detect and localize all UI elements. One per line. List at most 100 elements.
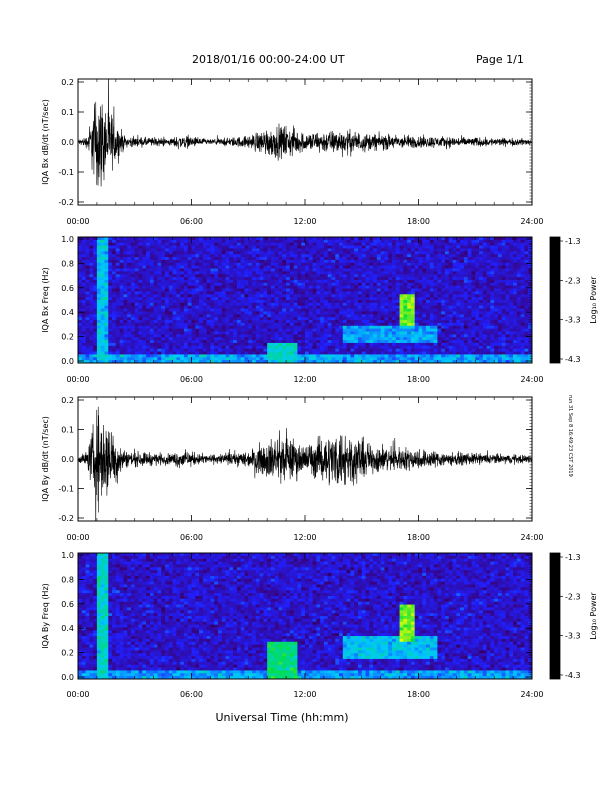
spectrogram-cell — [229, 237, 234, 241]
spectrogram-cell — [448, 297, 453, 301]
spectrogram-cell — [399, 357, 404, 361]
spectrogram-cell — [176, 325, 181, 330]
spectrogram-cell — [346, 259, 351, 264]
spectrogram-cell — [81, 331, 86, 335]
spectrogram-cell — [202, 314, 208, 318]
spectrogram-cell — [225, 259, 230, 264]
spectrogram-cell — [165, 277, 170, 281]
spectrogram-cell — [426, 322, 431, 327]
spectrogram-cell — [327, 337, 332, 341]
spectrogram-cell — [81, 322, 86, 327]
spectrogram-cell — [146, 262, 151, 267]
spectrogram-cell — [278, 351, 283, 355]
spectrogram-cell — [161, 279, 166, 284]
spectrogram-cell — [433, 285, 438, 289]
spectrogram-cell — [369, 257, 374, 261]
spectrogram-cell — [149, 325, 155, 330]
spectrogram-cell — [414, 354, 419, 358]
spectrogram-cell — [89, 257, 94, 261]
spectrogram-cell — [199, 340, 204, 344]
spectrogram-cell — [127, 268, 132, 272]
spectrogram-cell — [123, 305, 128, 309]
spectrogram-cell — [282, 282, 287, 287]
spectrogram-cell — [323, 248, 329, 252]
spectrogram-cell — [229, 357, 234, 361]
spectrogram-cell — [278, 242, 283, 246]
spectrogram-cell — [433, 294, 438, 298]
spectrogram-cell — [96, 279, 102, 284]
spectrogram-cell — [270, 348, 276, 352]
spectrogram-cell — [259, 334, 264, 338]
spectrogram-cell — [78, 291, 83, 295]
spectrogram-cell — [138, 245, 143, 249]
spectrogram-cell — [180, 242, 185, 246]
spectrogram-cell — [335, 322, 340, 327]
spectrogram-cell — [437, 291, 442, 295]
spectrogram-cell — [475, 277, 480, 281]
spectrogram-cell — [475, 357, 480, 361]
spectrogram-cell — [448, 265, 453, 269]
spectrogram-cell — [354, 288, 359, 292]
spectrogram-cell — [286, 245, 291, 249]
spectrogram-cell — [350, 271, 355, 275]
spectrogram-cell — [165, 245, 170, 249]
spectrogram-cell — [123, 317, 128, 321]
spectrogram-cell — [437, 328, 442, 332]
spectrogram-cell — [494, 279, 499, 284]
spectrogram-cell — [471, 268, 476, 272]
spectrogram-cell — [93, 274, 98, 278]
spectrogram-cell — [168, 342, 173, 347]
spectrogram-cell — [448, 254, 453, 258]
spectrogram-cell — [123, 239, 128, 244]
spectrogram-cell — [172, 285, 177, 289]
spectrogram-cell — [335, 360, 340, 364]
spectrogram-cell — [248, 248, 253, 252]
spectrogram-cell — [115, 254, 121, 258]
spectrogram-cell — [96, 300, 102, 304]
spectrogram-cell — [153, 311, 158, 315]
spectrogram-cell — [335, 354, 340, 358]
spectrogram-cell — [146, 274, 151, 278]
spectrogram-cell — [244, 357, 249, 361]
spectrogram-cell — [384, 311, 389, 315]
spectrogram-cell — [327, 237, 332, 241]
spectrogram-cell — [221, 259, 226, 264]
spectrogram-cell — [93, 320, 98, 324]
spectrogram-cell — [327, 331, 332, 335]
spectrogram-cell — [305, 259, 310, 264]
spectrogram-cell — [229, 305, 234, 309]
spectrogram-cell — [146, 300, 151, 304]
spectrogram-cell — [153, 308, 158, 312]
spectrogram-cell — [467, 331, 472, 335]
spectrogram-cell — [444, 291, 450, 295]
spectrogram-cell — [81, 305, 86, 309]
spectrogram-cell — [187, 291, 192, 295]
spectrogram-cell — [146, 271, 151, 275]
spectrogram-cell — [119, 317, 124, 321]
spectrogram-cell — [100, 288, 105, 292]
spectrogram-cell — [342, 351, 348, 355]
spectrogram-cell — [267, 331, 272, 335]
spectrogram-cell — [365, 331, 370, 335]
spectrogram-cell — [93, 328, 98, 332]
spectrogram-cell — [471, 271, 476, 275]
spectrogram-cell — [452, 254, 457, 258]
spectrogram-cell — [357, 345, 363, 350]
spectrogram-cell — [437, 251, 442, 255]
spectrogram-cell — [153, 322, 158, 327]
spectrogram-cell — [85, 294, 90, 298]
spectrogram-cell — [191, 265, 196, 269]
spectrogram-cell — [339, 351, 344, 355]
spectrogram-cell — [130, 342, 136, 347]
spectrogram-cell — [365, 282, 370, 287]
spectrogram-cell — [153, 300, 158, 304]
spectrogram-cell — [187, 302, 192, 307]
spectrogram-cell — [161, 334, 166, 338]
spectrogram-cell — [240, 239, 245, 244]
spectrogram-cell — [270, 328, 276, 332]
spectrogram-cell — [161, 308, 166, 312]
spectrogram-cell — [183, 317, 189, 321]
y-tick-label: 0.1 — [61, 108, 74, 117]
spectrogram-cell — [369, 254, 374, 258]
spectrogram-cell — [112, 265, 117, 269]
